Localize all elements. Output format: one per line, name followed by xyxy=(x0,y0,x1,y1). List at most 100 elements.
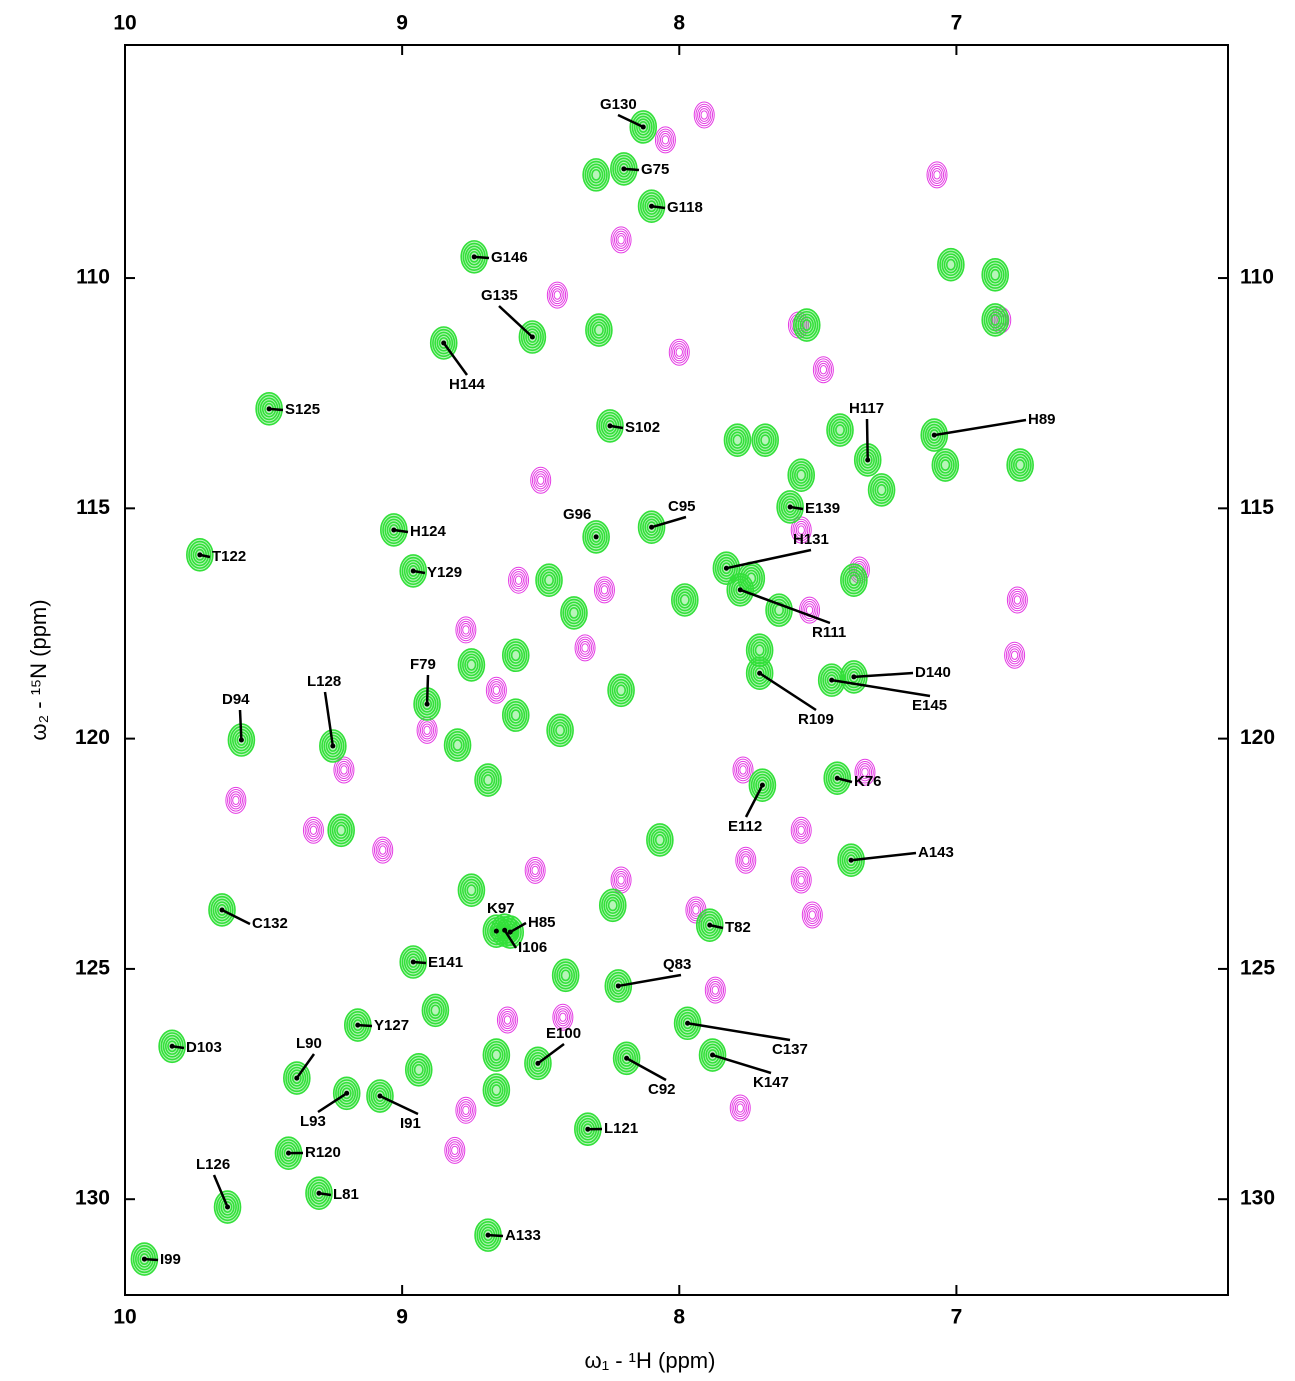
peak-label: L126 xyxy=(196,1156,230,1173)
contour xyxy=(941,253,961,277)
contour xyxy=(591,321,607,339)
contour xyxy=(1004,641,1026,669)
contour xyxy=(938,456,953,474)
contour xyxy=(1008,450,1032,480)
contour xyxy=(489,1081,504,1099)
contour xyxy=(733,1098,748,1118)
contour xyxy=(988,311,1003,329)
peak-dot xyxy=(502,927,508,933)
contour xyxy=(462,1105,470,1115)
contour xyxy=(595,578,614,602)
contour xyxy=(340,765,348,775)
peak xyxy=(745,656,774,691)
contour xyxy=(309,1181,329,1205)
contour xyxy=(531,865,539,876)
contour xyxy=(692,905,700,915)
leader-line xyxy=(323,691,335,747)
contour xyxy=(608,974,628,998)
contour xyxy=(230,793,242,808)
contour xyxy=(797,825,805,835)
contour xyxy=(550,718,570,742)
contour xyxy=(670,340,689,364)
peak-label: R109 xyxy=(798,711,834,728)
contour xyxy=(790,866,812,894)
x-tick-label: 10 xyxy=(113,12,136,35)
contour xyxy=(1012,456,1028,474)
contour xyxy=(750,638,770,662)
contour xyxy=(464,881,479,899)
contour xyxy=(504,641,528,670)
peak-label: G75 xyxy=(641,161,669,178)
peak-label: Y127 xyxy=(374,1017,409,1034)
contour xyxy=(800,598,819,622)
contour xyxy=(558,966,573,985)
peak xyxy=(598,888,627,923)
contour xyxy=(729,1094,751,1122)
contour xyxy=(672,343,687,362)
contour xyxy=(581,643,589,653)
peak xyxy=(444,1136,466,1164)
contour xyxy=(190,543,210,567)
contour xyxy=(642,515,661,539)
contour xyxy=(188,540,212,569)
contour xyxy=(458,620,473,640)
peak-dot xyxy=(621,166,627,172)
peak-label: E100 xyxy=(546,1025,581,1042)
contour xyxy=(438,337,449,349)
contour xyxy=(617,1046,636,1070)
peak-label: L81 xyxy=(333,1186,359,1203)
peak xyxy=(421,993,450,1028)
leader-line xyxy=(850,851,917,862)
contour xyxy=(748,659,772,688)
contour xyxy=(430,1004,441,1017)
peak-label: G135 xyxy=(481,287,518,304)
contour xyxy=(795,823,807,838)
contour xyxy=(489,681,504,700)
contour xyxy=(557,1010,569,1025)
peak xyxy=(607,673,635,708)
contour xyxy=(675,588,695,612)
contour xyxy=(407,1055,431,1084)
contour xyxy=(476,765,500,795)
peak xyxy=(455,1096,477,1124)
peak-label: L93 xyxy=(300,1113,326,1130)
leader-line xyxy=(758,672,817,712)
contour xyxy=(460,1103,472,1118)
peak-label: C137 xyxy=(772,1041,808,1058)
peak-label: L128 xyxy=(307,673,341,690)
contour xyxy=(830,418,850,442)
contour xyxy=(848,574,859,587)
contour xyxy=(613,870,629,890)
peak xyxy=(485,676,507,704)
peak-dot xyxy=(865,457,871,463)
contour xyxy=(697,105,712,125)
peak-label: G118 xyxy=(667,199,703,216)
peak xyxy=(457,873,486,907)
leader-line xyxy=(651,515,687,529)
leader-line xyxy=(865,418,869,460)
contour xyxy=(462,625,470,635)
peak xyxy=(474,763,502,797)
peak xyxy=(501,638,530,673)
peak-label: K97 xyxy=(487,900,515,917)
contour xyxy=(1011,593,1023,607)
contour xyxy=(794,466,809,484)
contour xyxy=(605,896,620,914)
x-tick-label: 10 xyxy=(113,1306,136,1329)
contour xyxy=(654,126,676,154)
peak xyxy=(792,308,821,342)
contour xyxy=(728,428,747,452)
peak-dot xyxy=(723,565,729,571)
contour xyxy=(876,483,887,496)
contour xyxy=(510,709,521,722)
peak-dot xyxy=(225,1204,231,1210)
peak-dot xyxy=(316,1190,322,1196)
peak-label: D103 xyxy=(186,1039,222,1056)
contour xyxy=(702,916,717,934)
contour xyxy=(304,818,323,842)
contour xyxy=(794,821,809,840)
contour xyxy=(579,641,591,655)
peak-dot xyxy=(238,737,244,743)
contour xyxy=(794,870,809,890)
contour xyxy=(717,556,736,580)
